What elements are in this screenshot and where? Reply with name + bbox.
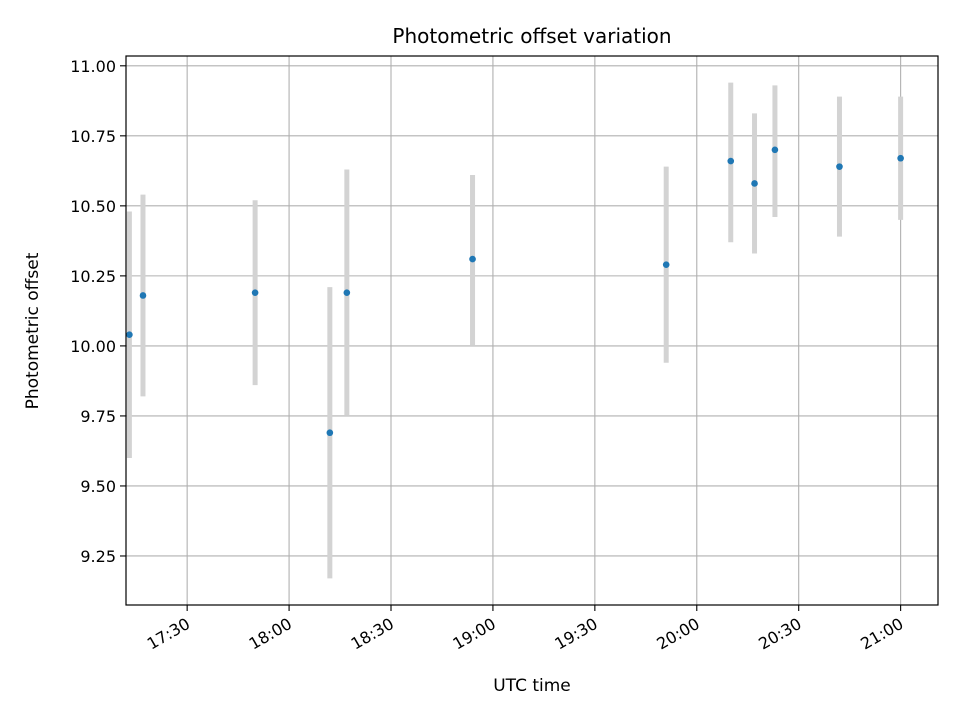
plot-area-frame <box>125 55 939 606</box>
y-tick-label: 10.25 <box>70 267 116 286</box>
y-tick-label: 10.50 <box>70 197 116 216</box>
x-axis-label: UTC time <box>493 676 571 696</box>
data-point <box>126 331 133 339</box>
data-point <box>751 180 758 187</box>
data-point <box>139 292 147 299</box>
data-point <box>727 157 735 165</box>
y-axis-label: Photometric offset <box>23 252 43 409</box>
data-point <box>897 154 904 162</box>
y-tick-label: 9.75 <box>80 407 116 426</box>
y-tick-label: 11.00 <box>70 57 116 76</box>
data-point <box>326 429 334 437</box>
y-tick-label: 9.25 <box>80 547 116 566</box>
plot-area-background <box>126 56 938 605</box>
y-tick-label: 10.00 <box>70 337 116 356</box>
marker-layer <box>126 146 904 437</box>
y-tick-label: 10.75 <box>70 127 116 146</box>
data-point <box>836 163 843 170</box>
data-point <box>469 255 476 263</box>
grid-layer <box>126 56 938 605</box>
data-point <box>251 289 259 296</box>
data-point <box>343 289 351 296</box>
chart-title: Photometric offset variation <box>392 24 671 48</box>
y-tick-label: 9.50 <box>80 477 116 496</box>
data-point <box>771 146 779 154</box>
data-point <box>662 261 670 268</box>
